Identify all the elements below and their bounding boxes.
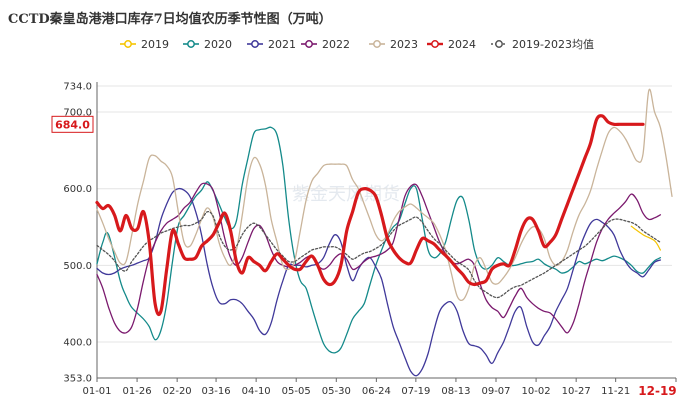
legend-item-2019-2023[interactable]: 2019-2023均值: [491, 38, 594, 51]
series-line-2021: [96, 187, 662, 377]
x-tick-label: 04-10: [242, 386, 271, 397]
legend-marker: [124, 40, 132, 48]
legend-label: 2019: [141, 38, 169, 51]
legend-item-2021[interactable]: 2021: [247, 38, 296, 51]
x-tick-label: 05-05: [282, 386, 311, 397]
legend-label: 2022: [322, 38, 350, 51]
legend-marker: [251, 40, 259, 48]
y-tick-label: 734.0: [63, 82, 92, 93]
x-tick-label: 03-16: [202, 386, 231, 397]
x-tick-label: 06-24: [362, 386, 391, 397]
legend-item-2024[interactable]: 2024: [427, 38, 476, 51]
x-tick-label: 10-02: [522, 386, 551, 397]
x-tick-label: 01-01: [82, 386, 111, 397]
annotations: 12-19 684.0: [51, 115, 677, 398]
legend-label: 2023: [390, 38, 418, 51]
legend-marker: [305, 40, 313, 48]
legend-marker: [431, 40, 439, 48]
x-tick-label: 10-27: [562, 386, 591, 397]
axes: 353.0 400.0 500.0 600.0 700.0 734.0 01-01 01-26…: [63, 82, 677, 397]
legend-label: 2020: [204, 38, 232, 51]
watermark: 紫金天风期货: [292, 184, 400, 205]
legend-marker: [187, 40, 195, 48]
legend-item-2022[interactable]: 2022: [301, 38, 350, 51]
legend-marker: [373, 40, 381, 48]
x-tick-label: 07-19: [401, 386, 430, 397]
legend: 2019 2020 2021 2022 2023 2024 2019-2023均值: [120, 38, 594, 51]
y-tick-label: 600.0: [63, 184, 92, 195]
current-value-label: 684.0: [55, 118, 90, 131]
grid: [97, 85, 672, 343]
series-line-2019-2023: [96, 210, 662, 299]
legend-item-2020[interactable]: 2020: [183, 38, 232, 51]
x-tick-label: 02-20: [163, 386, 192, 397]
x-tick-label: 01-26: [123, 386, 152, 397]
legend-label: 2021: [268, 38, 296, 51]
legend-label: 2019-2023均值: [512, 38, 594, 51]
current-date-label: 12-19: [638, 384, 676, 398]
legend-marker: [495, 40, 503, 48]
x-tick-label: 05-30: [322, 386, 351, 397]
y-tick-label: 700.0: [63, 108, 92, 119]
current-value-box: [51, 115, 94, 133]
x-tick-label: 11-21: [601, 386, 630, 397]
series-line-2022: [96, 182, 662, 334]
series-line-2023: [96, 88, 673, 302]
x-tick-label: 08-13: [441, 386, 470, 397]
chart-title: CCTD秦皇岛港港口库存7日均值农历季节性图（万吨）: [8, 11, 332, 27]
series-line-2024: [95, 114, 645, 317]
legend-item-2019[interactable]: 2019: [120, 38, 169, 51]
legend-item-2023[interactable]: 2023: [369, 38, 418, 51]
series-group: [95, 88, 673, 377]
y-tick-label: 353.0: [63, 374, 92, 385]
y-tick-label: 500.0: [63, 261, 92, 272]
series-line-2019: [630, 225, 661, 251]
y-tick-label: 400.0: [63, 337, 92, 348]
legend-label: 2024: [448, 38, 476, 51]
x-tick-label: 09-07: [481, 386, 510, 397]
